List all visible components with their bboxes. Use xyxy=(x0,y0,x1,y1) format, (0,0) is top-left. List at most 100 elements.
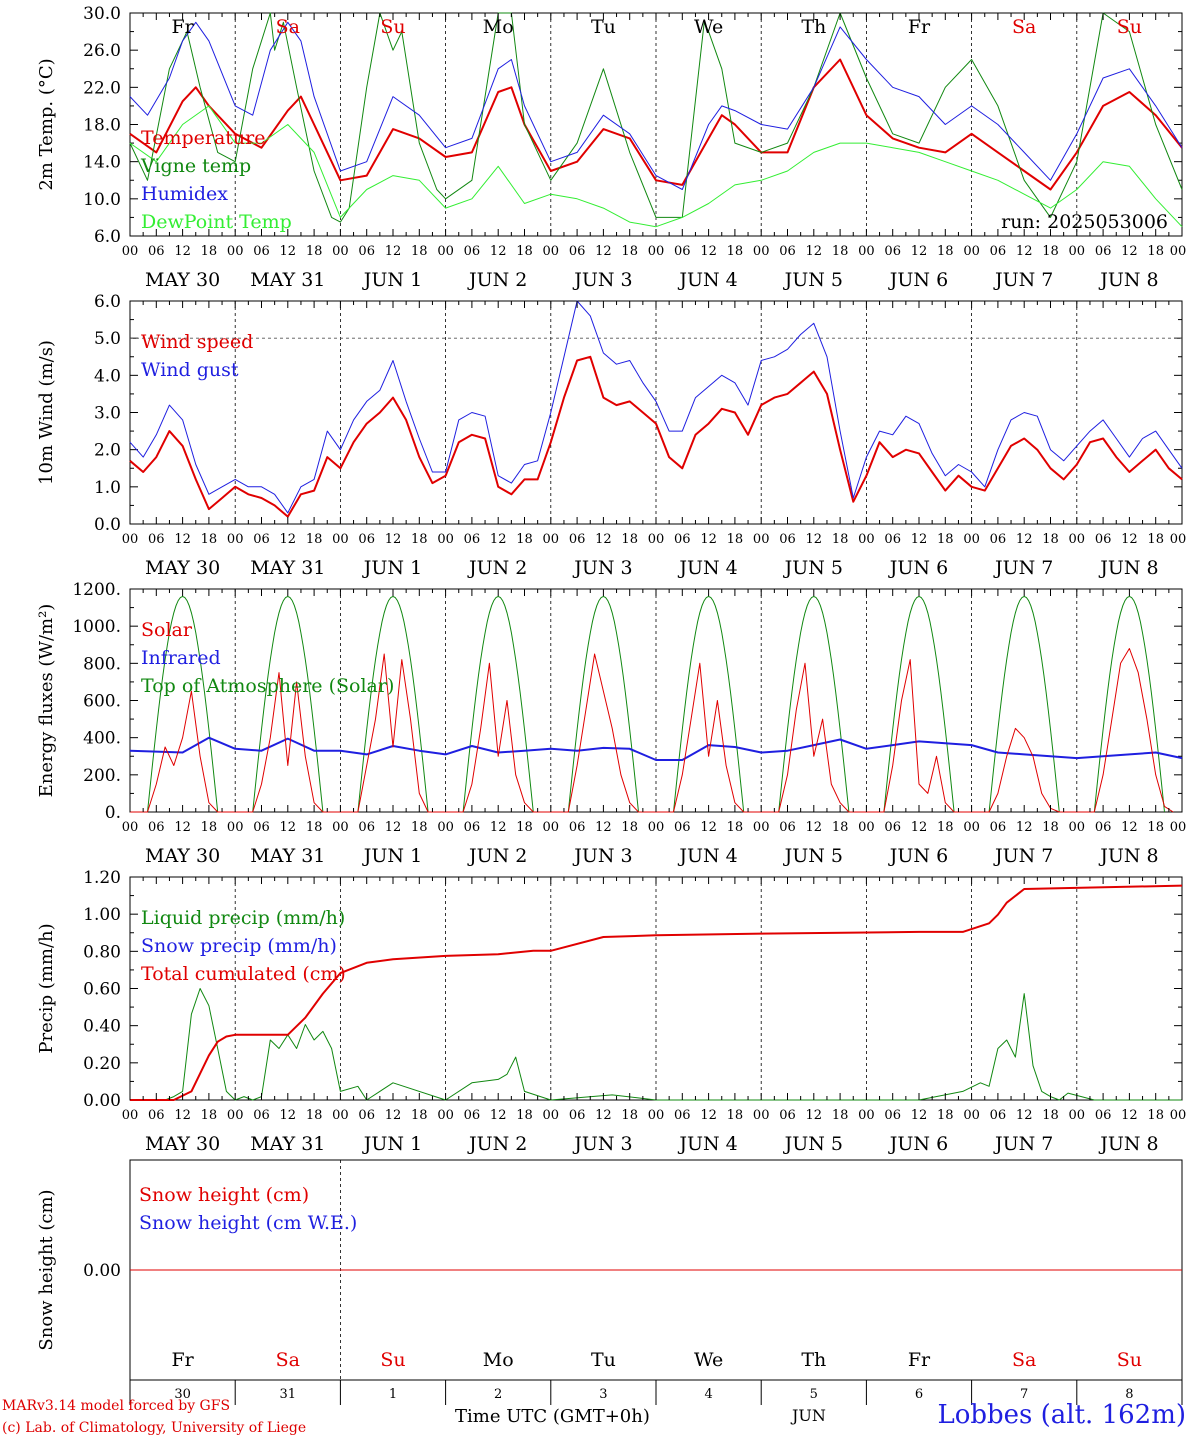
date-label: JUN 4 xyxy=(677,557,737,579)
x-tick-label: 00 xyxy=(332,1108,349,1123)
x-tick-label: 12 xyxy=(911,244,928,259)
x-tick-label: 12 xyxy=(490,1108,507,1123)
y-tick-label: 800. xyxy=(83,654,121,674)
x-tick-label: 06 xyxy=(358,820,375,835)
date-label: JUN 3 xyxy=(572,557,632,579)
weekday-label: Sa xyxy=(276,16,300,38)
x-tick-label: 00 xyxy=(1170,244,1187,259)
y-tick-label: 5.0 xyxy=(94,329,121,349)
x-tick-label: 00 xyxy=(963,532,980,547)
date-label: MAY 30 xyxy=(145,1133,220,1155)
date-label: JUN 8 xyxy=(1098,845,1158,867)
series-infrared xyxy=(129,736,1183,761)
x-tick-label: 06 xyxy=(464,532,481,547)
x-tick-label: 00 xyxy=(332,532,349,547)
y-tick-label: 0.80 xyxy=(83,942,121,962)
y-tick-label: 1.20 xyxy=(83,868,121,888)
date-label: JUN 1 xyxy=(362,1133,422,1155)
date-label: JUN 3 xyxy=(572,845,632,867)
x-tick-label: 18 xyxy=(727,532,744,547)
legend-total-cumulated-cm-: Total cumulated (cm) xyxy=(141,963,346,985)
date-label: JUN 2 xyxy=(467,1133,527,1155)
x-tick-label: 00 xyxy=(437,532,454,547)
day-number: 1 xyxy=(389,1387,397,1402)
legend-infrared: Infrared xyxy=(141,647,221,669)
day-number: 5 xyxy=(810,1387,818,1402)
x-tick-label: 12 xyxy=(700,820,717,835)
date-label: JUN 7 xyxy=(993,845,1053,867)
weekday-label: Su xyxy=(1117,16,1142,38)
x-tick-label: 00 xyxy=(1069,532,1086,547)
x-tick-label: 18 xyxy=(516,820,533,835)
date-label: JUN 5 xyxy=(783,269,843,291)
series-humidex xyxy=(129,21,1183,190)
weekday-label: Fr xyxy=(171,16,194,38)
date-label: JUN 6 xyxy=(888,557,948,579)
x-tick-label: 18 xyxy=(516,1108,533,1123)
day-number: 4 xyxy=(704,1387,712,1402)
legend-vigne-temp: Vigne temp xyxy=(140,155,251,177)
y-tick-label: 400. xyxy=(83,729,121,749)
x-tick-label: 00 xyxy=(1069,820,1086,835)
x-tick-label: 00 xyxy=(1170,820,1187,835)
date-label: JUN 8 xyxy=(1098,269,1158,291)
y-tick-label: 0.60 xyxy=(83,980,121,1000)
x-tick-label: 18 xyxy=(832,1108,849,1123)
date-label: MAY 31 xyxy=(250,845,325,867)
x-tick-label: 18 xyxy=(1147,244,1164,259)
y-axis-label: 10m Wind (m/s) xyxy=(36,340,57,485)
series-solar xyxy=(130,648,1174,813)
y-axis-label: Precip (mm/h) xyxy=(36,923,57,1053)
x-tick-label: 00 xyxy=(227,820,244,835)
x-tick-label: 00 xyxy=(122,820,139,835)
x-tick-label: 00 xyxy=(122,244,139,259)
x-tick-label: 00 xyxy=(858,532,875,547)
y-tick-label: 0.00 xyxy=(83,1091,121,1111)
x-tick-label: 06 xyxy=(884,244,901,259)
x-tick-label: 00 xyxy=(858,820,875,835)
weekday-label: Tu xyxy=(591,1349,616,1371)
date-label: JUN 5 xyxy=(783,845,843,867)
x-tick-label: 06 xyxy=(1095,1108,1112,1123)
credit-line-2: (c) Lab. of Climatology, University of L… xyxy=(2,1420,307,1436)
x-tick-label: 18 xyxy=(411,532,428,547)
x-tick-label: 06 xyxy=(569,1108,586,1123)
day-number: 31 xyxy=(280,1387,297,1402)
weekday-label: Su xyxy=(380,16,405,38)
x-tick-label: 18 xyxy=(832,244,849,259)
x-tick-label: 06 xyxy=(1095,820,1112,835)
y-tick-label: 10.0 xyxy=(83,190,121,210)
x-tick-label: 06 xyxy=(253,532,270,547)
y-tick-label: 200. xyxy=(83,766,121,786)
x-tick-label: 18 xyxy=(1147,532,1164,547)
x-tick-label: 00 xyxy=(122,532,139,547)
x-tick-label: 18 xyxy=(306,244,323,259)
series-dewpoint-temp xyxy=(129,105,1183,228)
x-tick-label: 18 xyxy=(1147,820,1164,835)
weekday-label: We xyxy=(694,16,723,38)
x-tick-label: 18 xyxy=(411,244,428,259)
legend-liquid-precip-mm-h-: Liquid precip (mm/h) xyxy=(141,907,345,929)
x-tick-label: 12 xyxy=(280,820,297,835)
x-tick-label: 12 xyxy=(1121,532,1138,547)
x-tick-label: 12 xyxy=(490,820,507,835)
x-tick-label: 18 xyxy=(727,244,744,259)
x-tick-label: 12 xyxy=(490,244,507,259)
x-tick-label: 00 xyxy=(753,1108,770,1123)
y-tick-label: 4.0 xyxy=(94,366,121,386)
x-tick-label: 06 xyxy=(990,1108,1007,1123)
x-tick-label: 18 xyxy=(411,820,428,835)
day-number: 30 xyxy=(174,1387,191,1402)
legend-wind-speed: Wind speed xyxy=(141,331,253,353)
weekday-label: Tu xyxy=(591,16,616,38)
x-tick-label: 12 xyxy=(700,244,717,259)
x-tick-label: 06 xyxy=(990,244,1007,259)
date-label: JUN 8 xyxy=(1098,1133,1158,1155)
x-tick-label: 06 xyxy=(990,532,1007,547)
x-tick-label: 12 xyxy=(806,820,823,835)
x-tick-label: 12 xyxy=(1016,244,1033,259)
x-tick-label: 06 xyxy=(464,244,481,259)
x-tick-label: 06 xyxy=(1095,244,1112,259)
weekday-label: Sa xyxy=(1012,16,1036,38)
x-tick-label: 00 xyxy=(858,244,875,259)
